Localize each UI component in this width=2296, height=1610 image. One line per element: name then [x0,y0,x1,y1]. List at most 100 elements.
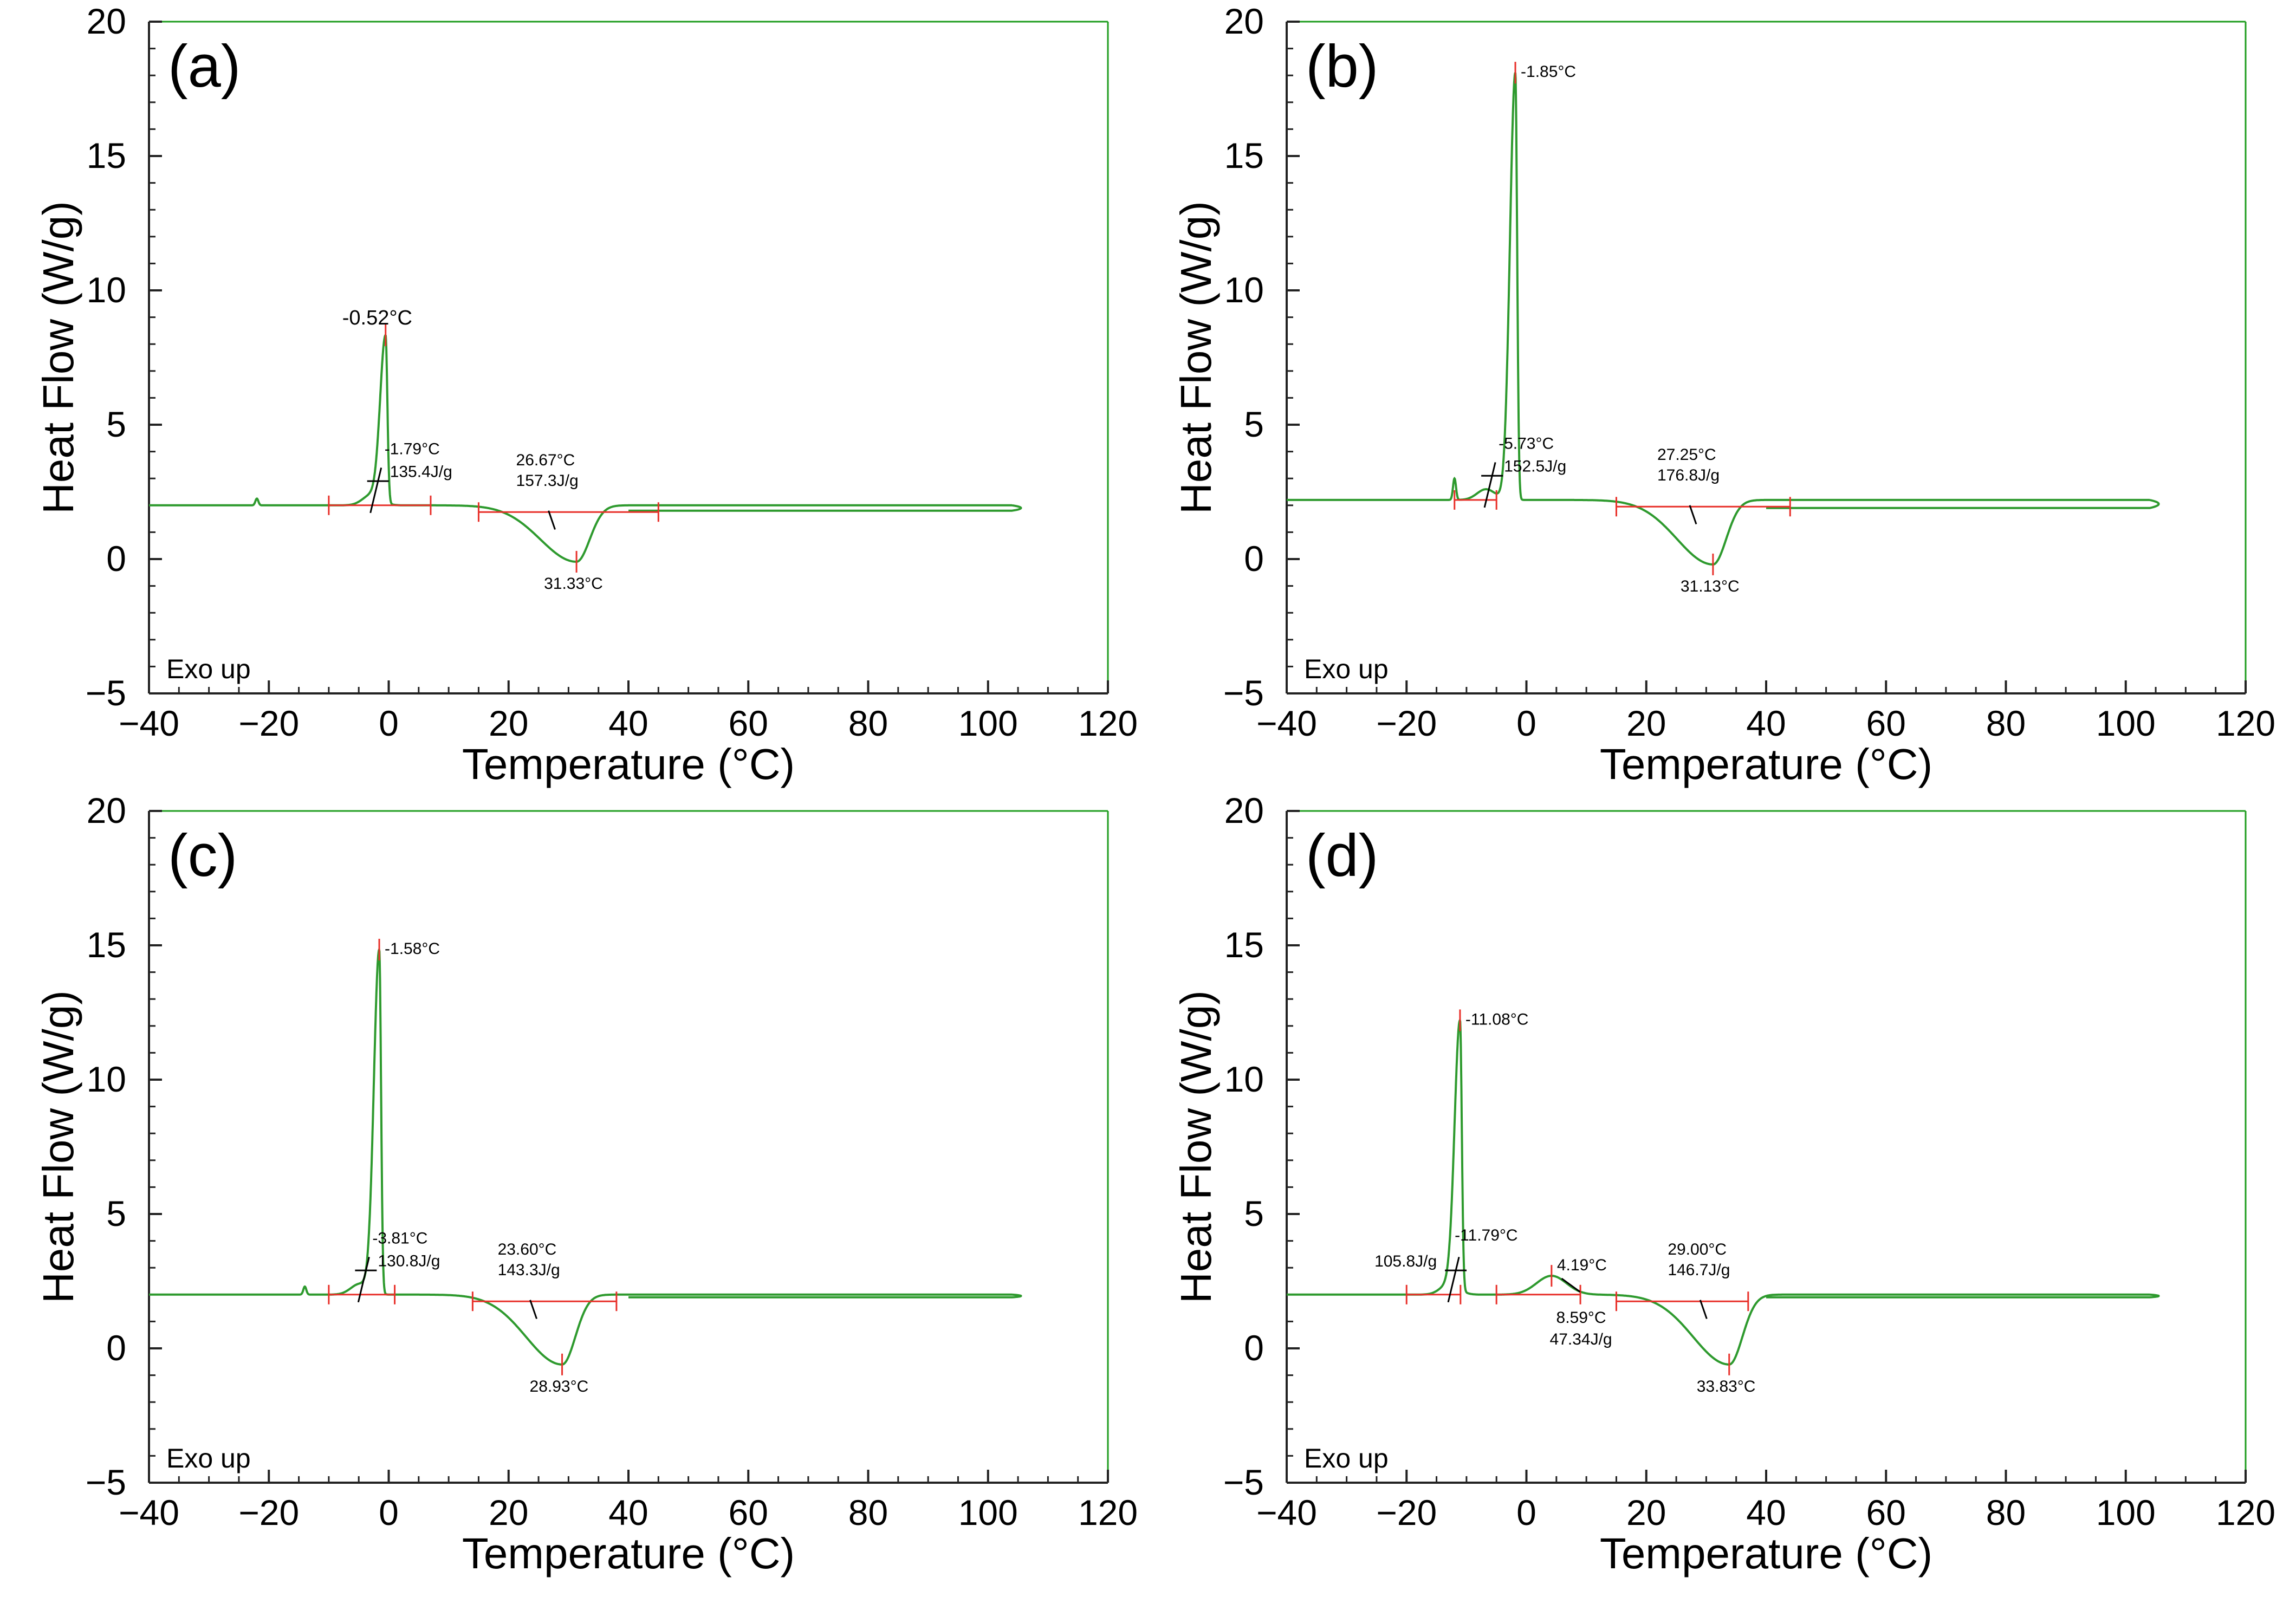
return-curve [628,1293,1022,1299]
x-tick-label: −20 [238,1492,299,1533]
x-axis-title: Temperature (°C) [1600,740,1932,788]
x-tick-label: −20 [1376,703,1437,743]
exotherm2-onset-label: 8.59°C [1556,1309,1606,1327]
heating-curve [149,333,1012,563]
exotherm2-onset-tangent [1561,1277,1581,1293]
x-tick-label: 80 [848,703,888,743]
panel-label: (d) [1306,822,1378,889]
endotherm-onset-label: 26.67°C [516,451,575,469]
x-tick-label: 20 [489,703,528,743]
exotherm-onset-tangent [1447,1257,1460,1303]
exo-up-note: Exo up [166,654,251,684]
x-tick-label: 60 [729,703,768,743]
exotherm-onset-tangent [1483,462,1496,508]
y-axis-title: Heat Flow (W/g) [1172,201,1220,514]
x-tick-label: 40 [608,1492,648,1533]
y-tick-label: 10 [87,270,126,310]
endotherm-onset-label: 27.25°C [1657,446,1716,464]
exotherm-enthalpy-label: 152.5J/g [1504,458,1566,476]
x-tick-label: −40 [119,1492,179,1533]
exotherm-peak-label: -1.85°C [1521,63,1576,81]
y-tick-label: 15 [87,925,126,965]
x-tick-label: −40 [119,703,179,743]
exotherm-onset-label: -1.79°C [385,440,440,458]
exo-up-note: Exo up [1304,654,1389,684]
exotherm-enthalpy-label: 135.4J/g [390,463,452,481]
y-tick-label: 0 [106,538,126,579]
endotherm-enthalpy-label: 146.7J/g [1668,1261,1730,1279]
endotherm-peak-label: 33.83°C [1697,1378,1756,1395]
endotherm-enthalpy-label: 143.3J/g [498,1261,560,1279]
heating-curve [1287,1017,2150,1366]
endotherm-onset-tangent [529,1300,537,1319]
y-tick-label: 15 [1224,925,1264,965]
x-tick-label: 80 [1986,1492,2026,1533]
x-tick-label: −20 [1376,1492,1437,1533]
endotherm-enthalpy-label: 176.8J/g [1657,466,1720,484]
x-tick-label: 120 [2216,1492,2275,1533]
x-tick-label: 40 [1746,1492,1786,1533]
x-tick-label: 40 [608,703,648,743]
endotherm-onset-tangent [548,510,556,530]
y-tick-label: −5 [86,1462,126,1502]
x-tick-label: 120 [2216,703,2275,743]
y-tick-label: 0 [1244,1328,1264,1368]
y-tick-label: 20 [87,1,126,41]
endotherm-onset-tangent [1689,505,1697,525]
y-tick-label: 15 [87,135,126,176]
exotherm-enthalpy-label: 130.8J/g [378,1252,440,1270]
y-axis-title: Heat Flow (W/g) [34,201,82,514]
endotherm-onset-label: 29.00°C [1668,1241,1727,1258]
exotherm-enthalpy-label: 105.8J/g [1374,1252,1437,1270]
y-tick-label: 0 [1244,538,1264,579]
x-axis-title: Temperature (°C) [462,1529,795,1577]
x-tick-label: 20 [489,1492,528,1533]
x-tick-label: 80 [1986,703,2026,743]
y-axis-title: Heat Flow (W/g) [1172,990,1220,1303]
x-tick-label: 0 [379,1492,399,1533]
x-axis-title: Temperature (°C) [1600,1529,1932,1577]
y-tick-label: 5 [1244,1193,1264,1234]
y-tick-label: 5 [106,1193,126,1234]
x-tick-label: 60 [729,1492,768,1533]
exotherm-onset-label: -3.81°C [372,1230,427,1248]
x-tick-label: 0 [1516,703,1536,743]
exotherm-onset-label: -5.73°C [1499,435,1554,453]
exotherm-peak-label: -11.08°C [1465,1010,1529,1028]
y-tick-label: 20 [1224,790,1264,830]
panel-label: (c) [168,822,237,889]
y-tick-label: 20 [1224,1,1264,41]
exotherm-onset-tangent [357,1257,370,1303]
panel-label: (a) [168,33,241,100]
exotherm-peak-label: -0.52°C [342,307,412,329]
x-tick-label: 80 [848,1492,888,1533]
y-tick-label: 0 [106,1328,126,1368]
exotherm2-peak-label: 4.19°C [1557,1256,1607,1274]
y-tick-label: 20 [87,790,126,830]
y-tick-label: 5 [1244,404,1264,444]
endotherm-onset-label: 23.60°C [498,1241,557,1258]
endotherm-peak-label: 31.33°C [544,575,603,593]
heating-curve [1287,72,2150,566]
y-tick-label: 10 [1224,270,1264,310]
y-tick-label: −5 [1223,673,1264,713]
x-tick-label: 100 [958,703,1018,743]
exotherm2-enthalpy-label: 47.34J/g [1550,1330,1612,1348]
return-curve [1766,1293,2160,1299]
y-tick-label: −5 [1223,1462,1264,1502]
y-tick-label: −5 [86,673,126,713]
x-tick-label: 120 [1078,1492,1138,1533]
exotherm-onset-tangent [369,468,382,514]
endotherm-peak-label: 31.13°C [1681,577,1740,595]
y-tick-label: 10 [87,1059,126,1099]
panel-b: −40 −20 0 20 40 60 80 100 120−505101520Temperatu… [1172,1,2275,788]
endotherm-enthalpy-label: 157.3J/g [516,472,579,490]
endotherm-onset-tangent [1699,1300,1708,1319]
panel-a: −40 −20 0 20 40 60 80 100 120−505101520Temperatu… [34,1,1138,788]
x-tick-label: 20 [1626,703,1666,743]
y-tick-label: 5 [106,404,126,444]
x-tick-label: 60 [1866,1492,1906,1533]
y-tick-label: 15 [1224,135,1264,176]
x-tick-label: 100 [2096,703,2156,743]
